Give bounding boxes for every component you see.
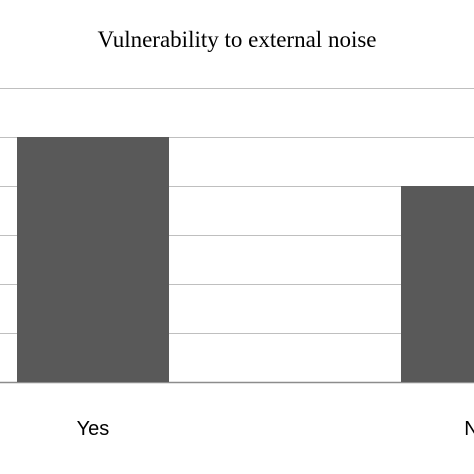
x-tick-labels: Yes No (77, 418, 474, 440)
chart-title: Vulnerability to external noise (97, 27, 376, 52)
bar-yes (17, 137, 169, 382)
x-tick-label-no: No (464, 418, 474, 440)
bar-no (401, 186, 474, 382)
bars (17, 137, 474, 382)
x-tick-label-yes: Yes (77, 418, 110, 440)
